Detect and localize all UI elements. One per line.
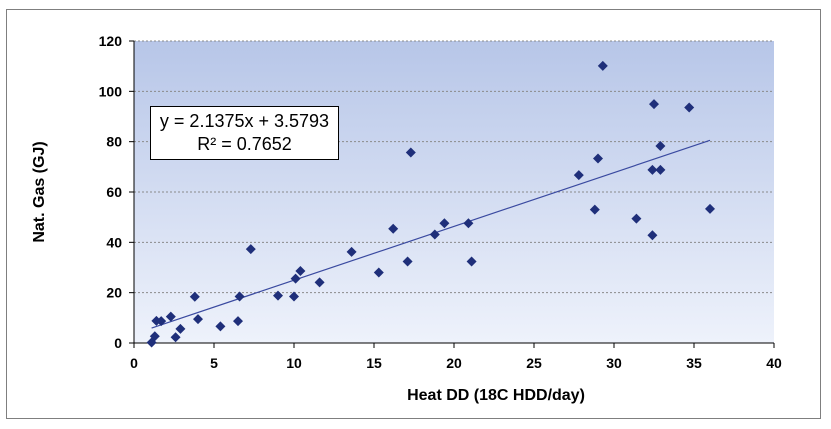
data-point [175, 323, 186, 334]
y-tick-label: 20 [106, 285, 122, 301]
y-tick-label: 120 [99, 33, 123, 49]
data-point [463, 218, 474, 229]
data-point [388, 223, 399, 234]
x-axis-title: Heat DD (18C HDD/day) [407, 387, 585, 404]
data-point [273, 290, 283, 301]
x-tick-label: 5 [210, 355, 218, 371]
data-point [233, 316, 243, 327]
tick-labels: 0 20 40 60 80 100 120 0 5 10 15 20 25 30 35 40 [99, 33, 782, 371]
data-point [649, 99, 659, 110]
trendline-equation: y = 2.1375x + 3.5793 [159, 111, 330, 131]
trendline-r-squared: R² = 0.7652 [197, 134, 292, 154]
data-points [146, 60, 715, 348]
data-point [346, 246, 357, 257]
data-point [405, 147, 416, 158]
x-tick-label: 20 [446, 355, 462, 371]
data-point [684, 102, 695, 113]
data-point [314, 277, 325, 288]
data-point [215, 321, 226, 332]
data-point [245, 244, 256, 255]
data-point [156, 316, 167, 327]
y-axis-title: Nat. Gas (GJ) [31, 141, 48, 242]
data-point [289, 291, 299, 302]
data-point [655, 164, 666, 175]
data-point [402, 256, 413, 267]
x-tick-label: 30 [606, 355, 622, 371]
y-tick-label: 0 [114, 335, 122, 351]
data-point [647, 230, 658, 241]
data-point [593, 153, 603, 164]
data-point [193, 314, 203, 325]
data-point [373, 267, 384, 278]
data-point [170, 332, 181, 343]
y-tick-label: 80 [106, 134, 122, 150]
x-tick-label: 0 [130, 355, 138, 371]
data-point [597, 60, 608, 71]
y-tick-label: 100 [99, 83, 123, 99]
data-point [189, 291, 200, 302]
axes [129, 40, 775, 348]
data-point [589, 204, 600, 215]
grid-lines [134, 40, 774, 294]
x-tick-label: 15 [366, 355, 382, 371]
y-tick-label: 60 [106, 184, 122, 200]
data-point [234, 291, 245, 302]
y-tick-label: 40 [106, 234, 122, 250]
data-point [705, 203, 715, 214]
data-point [149, 331, 160, 342]
x-tick-label: 40 [766, 355, 782, 371]
data-point [295, 266, 306, 277]
x-tick-label: 10 [286, 355, 302, 371]
data-point [439, 218, 450, 229]
data-point [655, 140, 666, 151]
x-tick-label: 25 [526, 355, 542, 371]
trendline-equation-box: y = 2.1375x + 3.5793 R² = 0.7652 [150, 106, 339, 160]
data-point [573, 170, 584, 181]
data-point [466, 256, 477, 267]
data-point [290, 273, 301, 284]
data-point [631, 213, 642, 224]
data-point [647, 164, 658, 175]
x-tick-label: 35 [686, 355, 702, 371]
data-point [165, 311, 176, 322]
data-point [429, 229, 440, 240]
